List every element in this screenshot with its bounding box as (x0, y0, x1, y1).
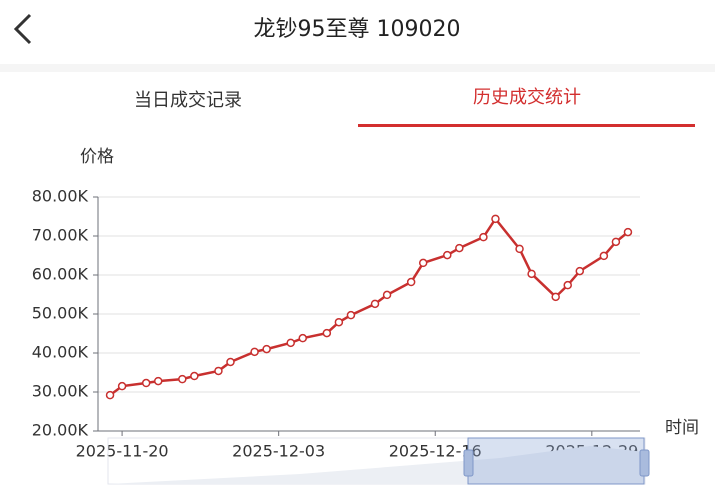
point (141, 378, 151, 388)
tab[interactable]: 当日成交记录 (134, 90, 242, 111)
point (479, 232, 488, 242)
point (153, 376, 163, 386)
point (563, 280, 572, 290)
tab-active[interactable]: 历史成交统计 (473, 87, 581, 108)
point (117, 381, 127, 391)
point (322, 328, 332, 338)
divider (0, 64, 715, 72)
back-button[interactable] (13, 13, 32, 45)
zoom-handle[interactable] (463, 449, 474, 477)
y-tick-label: 60.00K (32, 265, 89, 284)
point (178, 374, 187, 384)
point (214, 366, 223, 376)
point (262, 344, 271, 354)
plot: 20.00K 30.00K 40.00K 50.00K 60.00K 70.00K 80.0… (32, 187, 640, 461)
y-axis-label: 价格 (80, 147, 114, 167)
y-tick-label: 70.00K (32, 226, 89, 245)
point (515, 244, 524, 254)
point (382, 290, 392, 300)
point (575, 266, 585, 276)
point (491, 214, 500, 224)
y-tick-label: 30.00K (32, 382, 89, 401)
point (286, 338, 295, 348)
point (455, 243, 464, 253)
point (105, 390, 115, 400)
y-tick-label: 80.00K (32, 187, 89, 206)
line (109, 216, 629, 397)
point (346, 310, 356, 320)
point (334, 317, 344, 327)
point (190, 371, 199, 381)
point (226, 357, 235, 367)
y-tick-label: 20.00K (32, 421, 89, 440)
point (551, 292, 560, 302)
zoom-handle[interactable] (639, 449, 650, 477)
point (599, 251, 609, 261)
x-tick-label: 2025-11-20 (76, 442, 169, 461)
zoom-window[interactable] (467, 437, 645, 485)
x-tick-label: 2025-12-03 (232, 442, 325, 461)
y-tick-label: 40.00K (32, 343, 89, 362)
y-tick-label: 50.00K (32, 304, 89, 323)
x-axis-label: 时间 (665, 418, 699, 438)
point (370, 299, 380, 309)
point (611, 237, 621, 247)
point (250, 347, 259, 357)
zoom-preview (108, 446, 645, 484)
point (418, 258, 428, 268)
point (406, 277, 416, 287)
point (527, 269, 536, 279)
x-tick-label: 2025-12-16 (389, 442, 482, 461)
tab-underline (358, 124, 695, 127)
page-title: 龙钞95至尊 109020 (254, 17, 461, 42)
point (623, 227, 633, 237)
point (443, 250, 452, 260)
point (298, 333, 308, 343)
